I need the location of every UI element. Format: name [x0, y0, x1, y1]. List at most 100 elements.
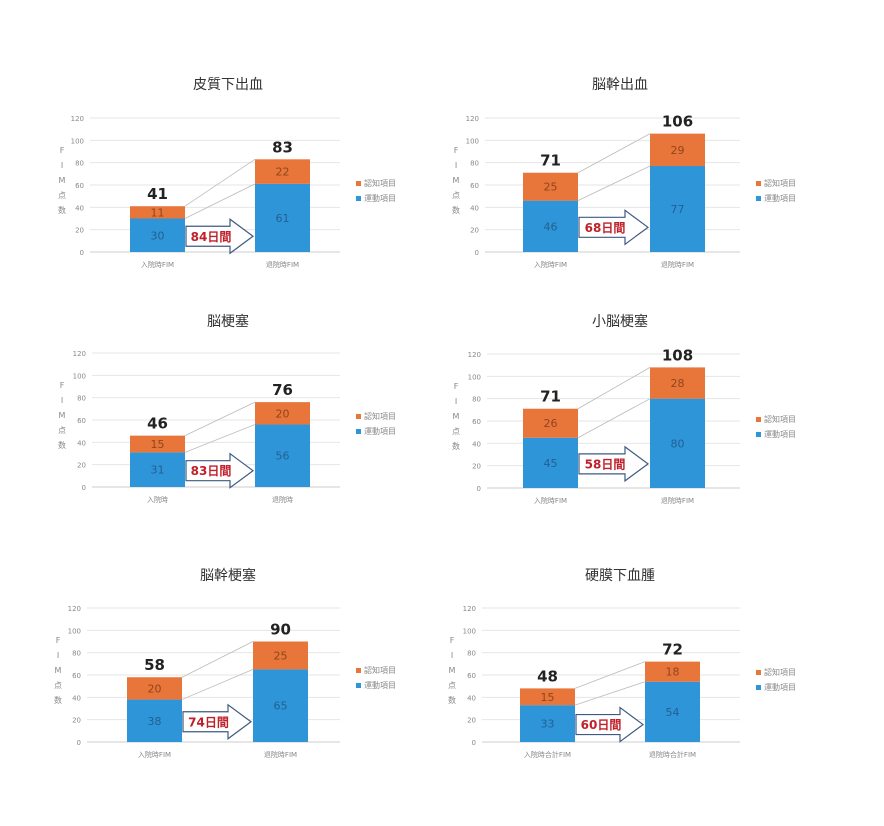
y-axis-title-char: 数 — [58, 440, 66, 450]
y-axis-title-char: 点 — [54, 681, 62, 690]
chart-title: 脳梗塞 — [207, 313, 249, 330]
y-tick-label: 60 — [472, 418, 481, 426]
y-axis-title-char: 数 — [58, 205, 66, 215]
y-axis-title-char: 数 — [452, 205, 460, 215]
y-tick-label: 60 — [470, 182, 479, 190]
legend-label-cognitive: 認知項目 — [764, 667, 796, 677]
bar-label-motor: 80 — [671, 437, 685, 450]
y-tick-label: 100 — [466, 137, 479, 145]
x-category-label: 入院時FIM — [141, 260, 174, 269]
legend-swatch-cognitive — [756, 181, 761, 186]
connector-line — [181, 641, 254, 678]
y-axis-title-char: 点 — [452, 191, 460, 200]
y-axis-title-char: F — [454, 146, 459, 155]
bar-total-label: 76 — [272, 381, 293, 399]
y-tick-label: 40 — [77, 439, 86, 447]
legend-label-motor: 運動項目 — [364, 681, 396, 690]
y-tick-label: 60 — [75, 182, 84, 190]
x-category-label: 退院時FIM — [266, 260, 299, 269]
legend-label-cognitive: 認知項目 — [364, 178, 396, 188]
bar-motor — [130, 452, 185, 487]
chart-title: 小脳梗塞 — [592, 313, 648, 330]
bar-cognitive — [253, 641, 308, 670]
y-axis-title-char: F — [60, 381, 65, 390]
legend-swatch-cognitive — [756, 417, 761, 422]
bar-cognitive — [255, 159, 310, 184]
bar-motor — [650, 398, 705, 488]
bar-label-motor: 30 — [151, 229, 165, 242]
bar-label-motor: 54 — [666, 706, 680, 719]
bar-cognitive — [130, 206, 185, 219]
connector-line — [577, 165, 651, 201]
y-tick-label: 100 — [468, 373, 481, 381]
y-tick-label: 40 — [72, 694, 81, 702]
legend-label-motor: 運動項目 — [764, 194, 796, 203]
bar-motor — [650, 166, 705, 252]
bar-motor — [523, 437, 578, 488]
x-category-label: 入院時FIM — [534, 260, 567, 269]
y-tick-label: 100 — [73, 372, 86, 380]
bar-label-motor: 61 — [276, 212, 290, 225]
legend-swatch-motor — [756, 196, 761, 201]
bar-label-cognitive: 28 — [671, 377, 685, 390]
legend-swatch-motor — [356, 683, 361, 688]
connector-line — [184, 424, 256, 453]
y-axis-title-char: M — [453, 176, 460, 185]
duration-label: 74日間 — [188, 715, 229, 729]
bar-total-label: 106 — [662, 113, 693, 131]
bar-label-motor: 46 — [544, 220, 558, 233]
y-axis-title-char: 点 — [452, 427, 460, 436]
y-tick-label: 120 — [463, 605, 476, 613]
y-axis-title-char: 数 — [452, 441, 460, 451]
y-axis-title-char: F — [56, 636, 61, 645]
legend-label-motor: 運動項目 — [364, 194, 396, 203]
y-tick-label: 80 — [467, 650, 476, 658]
bar-motor — [255, 183, 310, 252]
x-category-label: 入院時FIM — [138, 750, 171, 759]
bar-cognitive — [650, 133, 705, 167]
connector-line — [574, 661, 646, 689]
y-axis-title-char: I — [61, 396, 63, 405]
bar-cognitive — [255, 402, 310, 425]
legend-swatch-motor — [356, 196, 361, 201]
bar-cognitive — [523, 172, 578, 201]
legend-label-cognitive: 認知項目 — [364, 665, 396, 675]
bar-label-cognitive: 22 — [276, 166, 290, 179]
x-category-label: 退院時FIM — [264, 750, 297, 759]
duration-arrow — [185, 218, 255, 255]
x-category-label: 入院時FIM — [534, 496, 567, 505]
bar-label-cognitive: 29 — [671, 144, 685, 157]
bar-label-cognitive: 18 — [666, 666, 680, 679]
bar-label-cognitive: 25 — [274, 649, 288, 662]
bar-total-label: 72 — [662, 641, 683, 659]
duration-arrow — [575, 706, 645, 743]
y-tick-label: 20 — [75, 227, 84, 235]
y-axis-title-char: 数 — [54, 695, 62, 705]
legend-swatch-motor — [756, 685, 761, 690]
duration-label: 58日間 — [585, 457, 626, 471]
chart-title: 皮質下出血 — [193, 77, 263, 93]
bar-cognitive — [520, 688, 575, 706]
duration-label: 83日間 — [191, 464, 232, 478]
bar-label-motor: 65 — [274, 700, 288, 713]
legend-label-cognitive: 認知項目 — [764, 178, 796, 188]
duration-arrow — [182, 703, 253, 740]
y-axis-title-char: I — [61, 161, 63, 170]
bar-label-cognitive: 26 — [544, 417, 558, 430]
x-category-label: 退院時FIM — [661, 496, 694, 505]
bar-total-label: 71 — [540, 152, 561, 170]
y-axis-title-char: F — [60, 146, 65, 155]
y-axis-title-char: I — [455, 161, 457, 170]
x-category-label: 退院時合計FIM — [649, 750, 696, 759]
y-tick-label: 80 — [470, 160, 479, 168]
connector-line — [184, 401, 256, 436]
y-tick-label: 120 — [71, 115, 84, 123]
y-axis-title-char: I — [451, 651, 453, 660]
y-axis-title-char: I — [57, 651, 59, 660]
bar-motor — [523, 200, 578, 252]
legend-swatch-cognitive — [756, 670, 761, 675]
y-tick-label: 120 — [73, 350, 86, 358]
